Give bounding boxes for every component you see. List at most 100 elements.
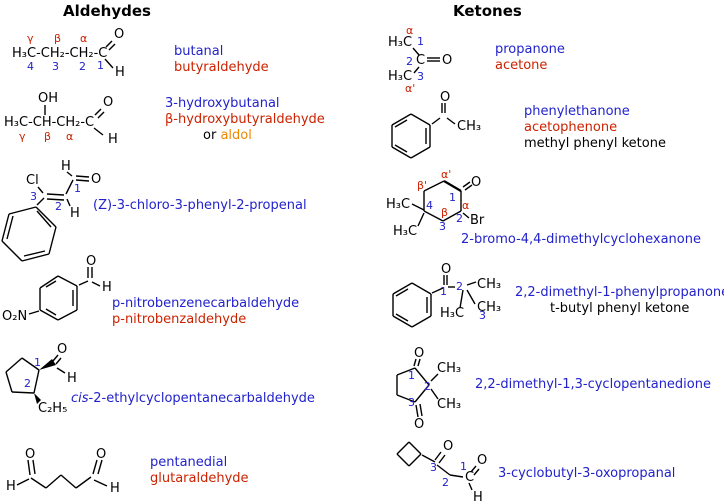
atom-label: O	[442, 53, 452, 68]
bond	[1, 240, 23, 262]
atom-label: β	[44, 130, 51, 143]
bond	[93, 479, 108, 487]
bond	[438, 454, 446, 464]
atom-label: 1	[408, 369, 415, 382]
pentanedial-structure: O O H H	[6, 447, 120, 496]
bond	[392, 282, 413, 295]
bond	[431, 117, 441, 125]
bond	[1, 213, 10, 242]
bond	[423, 210, 444, 222]
atom-label: H	[6, 479, 16, 494]
atom-label: CH₃	[477, 300, 501, 315]
bond	[431, 287, 444, 294]
atom-label: 3	[439, 220, 446, 233]
bond	[57, 309, 78, 321]
atom-label: 2	[456, 212, 463, 225]
bond	[65, 179, 74, 195]
bond	[434, 451, 442, 461]
atom-label: CH₃	[437, 361, 461, 376]
bond	[412, 47, 420, 56]
bond	[55, 357, 62, 365]
atom-label: H	[67, 371, 77, 386]
wedge-bond	[34, 393, 41, 404]
atom-label: Cl	[26, 173, 39, 188]
atom-label: 3	[417, 70, 424, 83]
bond	[97, 459, 103, 475]
other-name: methyl phenyl ketone	[524, 136, 666, 151]
bond	[395, 313, 409, 322]
atom-label: H	[61, 159, 71, 174]
bond	[6, 215, 14, 240]
atom-label: α'	[405, 82, 415, 95]
bond	[56, 367, 66, 374]
atom-label: α	[462, 199, 469, 212]
cyclopentanedione-structure: O O 123 CH₃ CH₃	[396, 346, 461, 432]
common-name: butyraldehyde	[174, 60, 269, 75]
other-name: t-butyl phenyl ketone	[550, 301, 690, 316]
atom-label: 1	[417, 35, 424, 48]
ethylcyclopentanecarbaldehyde-names: cis-2-ethylcyclopentanecarbaldehyde	[71, 391, 315, 407]
atom-label: CH₃	[477, 277, 501, 292]
bond	[391, 113, 412, 126]
bond	[8, 206, 37, 215]
butanal-structure: H₃C-CH₂-CH₂-Cγ β α 4 3 2 1 O H	[12, 27, 125, 80]
bond	[449, 474, 464, 478]
bond	[436, 464, 451, 476]
atom-label: Br	[470, 213, 485, 228]
atom-label: β'	[417, 179, 427, 192]
bond	[93, 127, 104, 136]
atom-label: α	[80, 32, 87, 45]
bond	[60, 474, 77, 489]
common-name: glutaraldehyde	[150, 471, 249, 486]
bond	[459, 289, 464, 309]
bond	[417, 358, 421, 367]
bond	[466, 281, 477, 286]
bond	[410, 113, 431, 126]
atom-label: 2	[424, 380, 431, 393]
bond	[37, 186, 44, 194]
bond	[414, 384, 430, 403]
atom-label: CH₃	[437, 397, 461, 412]
hydroxybutanal-names: 3-hydroxybutanal β-hydroxybutyraldehyde …	[165, 96, 325, 144]
bond	[470, 465, 477, 473]
bond	[94, 108, 102, 116]
common-name: β-hydroxybutyraldehyde	[165, 112, 325, 127]
atom-label: O₂N	[2, 309, 27, 324]
atom-label: OH	[38, 91, 58, 106]
atom-label: 4	[426, 199, 433, 212]
iupac-name: propanone	[495, 42, 565, 57]
atom-label: H₃C-CH₂-CH₂-C	[12, 46, 107, 61]
bond	[36, 210, 52, 228]
atom-label: 1	[34, 356, 41, 369]
atom-label: 2	[406, 55, 413, 68]
bond	[57, 275, 78, 287]
bond	[413, 358, 417, 367]
atom-label: O	[103, 95, 113, 110]
bond	[78, 280, 89, 286]
atom-label: O	[477, 453, 487, 468]
chlorophenylpropenal-names: (Z)-3-chloro-3-phenyl-2-propenal	[93, 198, 307, 214]
common-name: acetophenone	[524, 120, 618, 135]
atom-label: O	[440, 90, 450, 105]
bond	[75, 476, 92, 489]
iupac-name: cis-2-ethylcyclopentanecarbaldehyde	[71, 391, 315, 407]
atom-label: H₃C	[440, 306, 464, 321]
bond	[396, 453, 410, 467]
bond	[442, 210, 462, 222]
atom-label: 3	[408, 396, 415, 409]
iupac-name: butanal	[174, 44, 224, 59]
bond	[11, 391, 35, 394]
iupac-name: 2-bromo-4,4-dimethylcyclohexanone	[461, 232, 701, 247]
bond	[395, 288, 409, 297]
bond	[410, 146, 431, 159]
bond	[66, 171, 73, 177]
bond	[421, 454, 436, 463]
bond	[92, 459, 98, 475]
bond	[462, 212, 470, 219]
bond	[5, 371, 13, 393]
atom-label: C₂H₅	[38, 401, 67, 416]
